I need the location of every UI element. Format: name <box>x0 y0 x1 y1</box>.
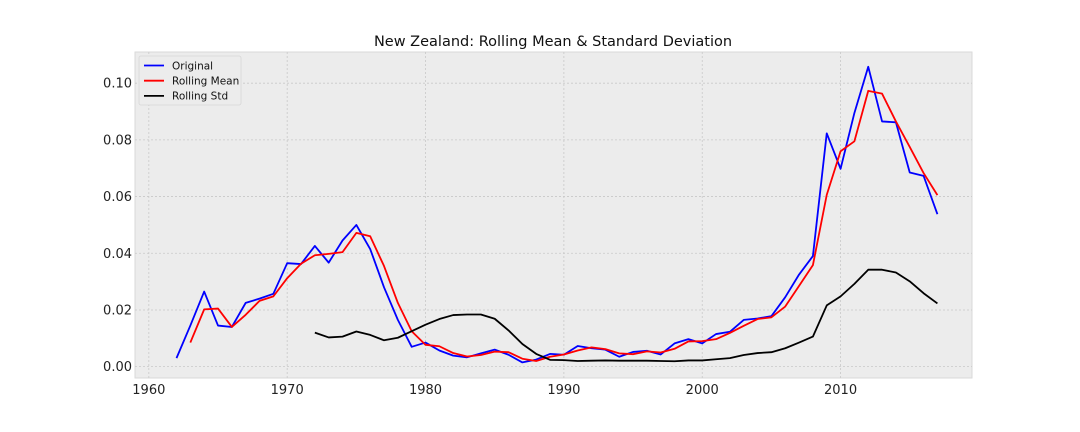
x-tick-label: 1960 <box>132 383 165 398</box>
legend-box <box>138 55 242 106</box>
series-line-original <box>175 65 939 364</box>
y-tick-label: 0.06 <box>103 190 132 205</box>
x-tick-label: 2010 <box>824 383 857 398</box>
legend-label-rolling-mean: Rolling Mean <box>172 76 239 88</box>
legend-label-original: Original <box>172 60 213 72</box>
y-tick-label: 0.04 <box>103 247 132 262</box>
y-tick-label: 0.00 <box>103 360 132 375</box>
x-tick-label: 1980 <box>409 383 442 398</box>
legend: Original Rolling Mean Rolling Std <box>138 55 242 106</box>
legend-label-rolling-std: Rolling Std <box>172 91 228 103</box>
plot-area <box>134 51 973 379</box>
series-line-rolling-std <box>314 268 938 363</box>
y-tick-label: 0.10 <box>103 77 132 92</box>
x-tick-label: 2000 <box>686 383 719 398</box>
series-lines <box>175 65 939 364</box>
y-tick-label: 0.02 <box>103 303 132 318</box>
chart-title: New Zealand: Rolling Mean & Standard Dev… <box>374 34 732 50</box>
y-tick-label: 0.08 <box>103 133 132 148</box>
series-line-rolling-mean <box>189 89 939 362</box>
x-tick-label: 1990 <box>547 383 580 398</box>
x-tick-label: 1970 <box>271 383 304 398</box>
axis-ticks: 1960 1970 1980 1990 2000 2010 0.00 0.02 0.04 0.06… <box>103 77 857 398</box>
grid <box>135 52 972 378</box>
